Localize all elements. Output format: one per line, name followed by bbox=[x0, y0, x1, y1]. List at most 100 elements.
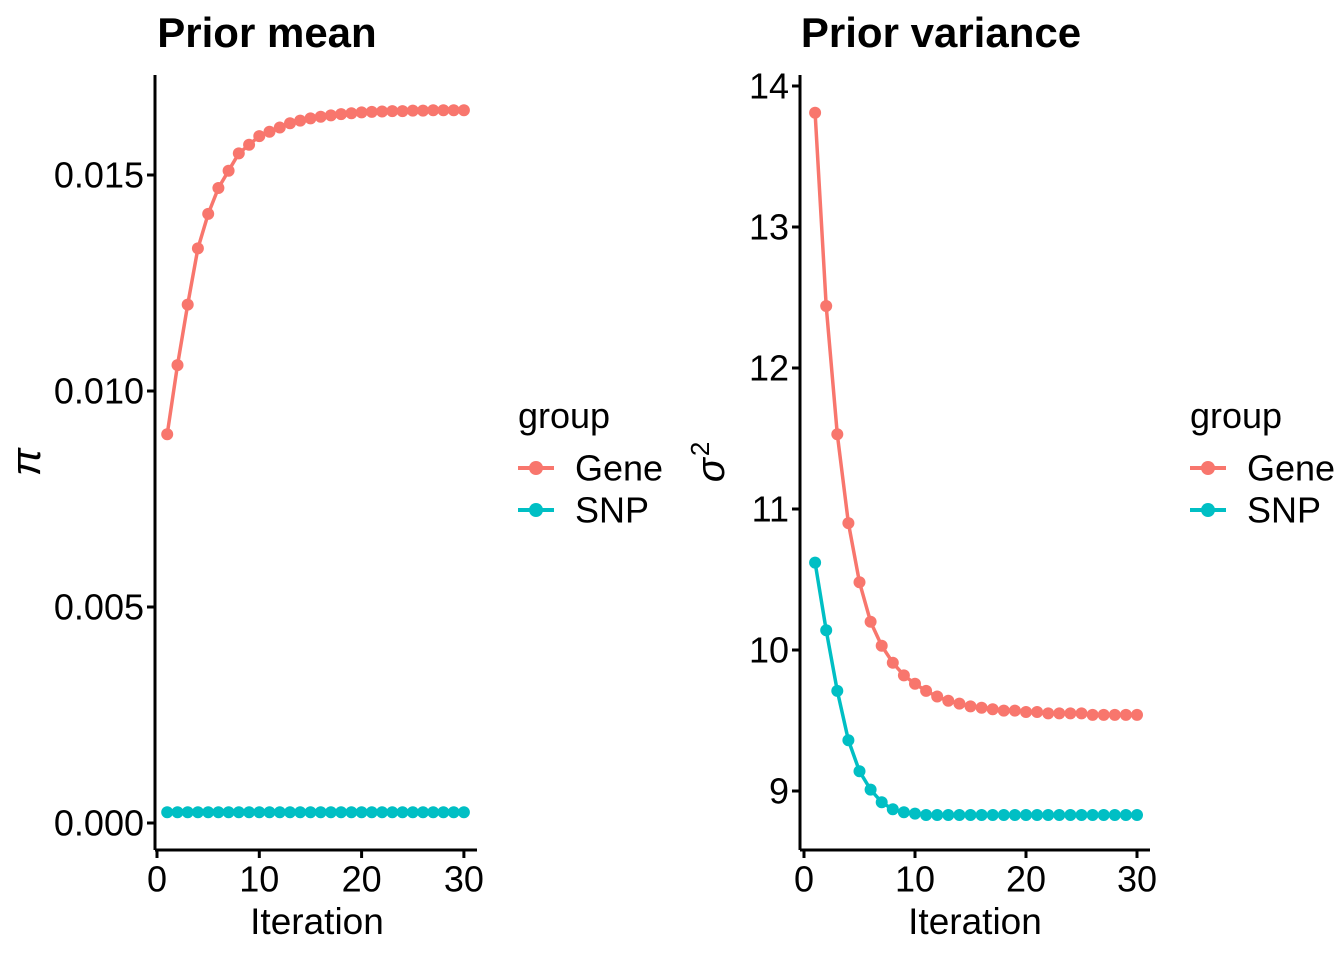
data-point-snp bbox=[376, 806, 389, 819]
data-point-gene bbox=[842, 517, 855, 530]
data-point-gene bbox=[304, 112, 317, 125]
x-tick-label: 20 bbox=[1006, 859, 1046, 900]
data-point-gene bbox=[181, 298, 194, 311]
legend-key-dot-snp bbox=[529, 503, 543, 517]
data-point-snp bbox=[1075, 809, 1088, 821]
data-point-snp bbox=[161, 806, 174, 819]
data-point-snp bbox=[931, 809, 944, 821]
legend-title: group bbox=[1190, 395, 1282, 436]
x-tick-label: 10 bbox=[239, 859, 279, 900]
data-point-snp bbox=[964, 809, 977, 821]
data-point-gene bbox=[1097, 708, 1110, 721]
data-point-gene bbox=[417, 104, 429, 117]
data-point-gene bbox=[396, 105, 409, 118]
data-point-snp bbox=[284, 806, 296, 819]
y-tick-label: 13 bbox=[749, 207, 789, 248]
data-point-snp bbox=[314, 806, 327, 819]
y-axis-title: π bbox=[2, 447, 49, 476]
data-point-gene bbox=[920, 684, 933, 697]
data-point-snp bbox=[437, 806, 450, 819]
data-point-snp bbox=[1042, 809, 1055, 821]
data-point-snp bbox=[831, 684, 844, 697]
data-point-snp bbox=[1020, 809, 1032, 821]
data-point-snp bbox=[920, 809, 933, 821]
data-point-snp bbox=[365, 806, 378, 819]
chart-title: Prior variance bbox=[801, 9, 1081, 56]
data-point-gene bbox=[853, 576, 866, 589]
data-point-snp bbox=[345, 806, 358, 819]
data-point-gene bbox=[1075, 707, 1088, 720]
data-point-snp bbox=[212, 806, 225, 819]
data-point-snp bbox=[864, 783, 877, 796]
y-tick-label: 0.005 bbox=[54, 587, 144, 628]
y-tick-label: 0.010 bbox=[54, 371, 144, 412]
data-point-snp bbox=[975, 809, 988, 821]
data-point-gene bbox=[831, 428, 844, 441]
series-line-gene bbox=[165, 108, 464, 435]
data-point-gene bbox=[997, 704, 1010, 717]
data-point-gene bbox=[335, 108, 348, 121]
x-axis-title: Iteration bbox=[908, 901, 1042, 942]
x-tick-label: 10 bbox=[895, 859, 935, 900]
chart-prior-mean: 0 10 20 30 0.000 0.005 0.010 0.015 Prior mean Ite… bbox=[2, 9, 663, 942]
data-point-snp bbox=[263, 806, 276, 819]
data-point-snp bbox=[355, 806, 368, 819]
data-point-gene bbox=[975, 701, 988, 714]
data-point-snp bbox=[886, 803, 899, 816]
data-point-gene bbox=[324, 109, 337, 122]
data-point-gene bbox=[886, 656, 899, 669]
data-point-snp bbox=[202, 806, 215, 819]
data-point-gene bbox=[942, 694, 955, 707]
data-point-snp bbox=[304, 806, 317, 819]
data-point-gene bbox=[314, 110, 327, 123]
data-point-gene bbox=[171, 359, 184, 372]
data-point-gene bbox=[864, 615, 877, 628]
data-point-gene bbox=[964, 700, 977, 713]
data-point-gene bbox=[1064, 707, 1077, 720]
y-tick-label: 0.000 bbox=[54, 803, 144, 844]
data-point-gene bbox=[1131, 708, 1143, 721]
data-point-snp bbox=[1108, 809, 1121, 821]
data-point-snp bbox=[1064, 809, 1077, 821]
data-point-gene bbox=[909, 677, 921, 690]
data-point-snp bbox=[1097, 809, 1110, 821]
chart-prior-variance: 0 10 20 30 9 10 11 12 13 14 Prior variance Iteratio… bbox=[685, 9, 1335, 942]
data-point-gene bbox=[1119, 708, 1132, 721]
data-point-gene bbox=[376, 105, 389, 118]
data-point-gene bbox=[355, 106, 368, 119]
x-tick-label: 30 bbox=[1117, 859, 1157, 900]
data-point-gene bbox=[1008, 704, 1021, 717]
data-point-snp bbox=[171, 806, 184, 819]
data-point-snp bbox=[909, 807, 921, 820]
y-tick-label: 9 bbox=[769, 771, 789, 812]
data-point-snp bbox=[181, 806, 194, 819]
data-point-gene bbox=[953, 697, 966, 710]
data-point-snp bbox=[997, 809, 1010, 821]
data-point-gene bbox=[263, 125, 276, 138]
data-point-gene bbox=[365, 105, 378, 118]
data-point-gene bbox=[222, 164, 235, 177]
y-axis-title-superscript: 2 bbox=[685, 442, 715, 456]
data-point-gene bbox=[1042, 707, 1055, 720]
data-point-snp bbox=[809, 556, 822, 569]
x-tick-label: 20 bbox=[342, 859, 382, 900]
data-point-snp bbox=[273, 806, 286, 819]
data-point-snp bbox=[222, 806, 235, 819]
x-tick-label: 0 bbox=[147, 859, 167, 900]
data-point-gene bbox=[253, 130, 266, 143]
data-point-gene bbox=[447, 104, 460, 117]
series-line-gene bbox=[813, 112, 1137, 717]
data-point-gene bbox=[284, 117, 296, 130]
data-point-snp bbox=[386, 806, 399, 819]
data-point-gene bbox=[191, 242, 204, 255]
data-point-snp bbox=[324, 806, 337, 819]
data-point-snp bbox=[191, 806, 204, 819]
data-point-gene bbox=[986, 703, 999, 716]
data-point-gene bbox=[427, 104, 440, 117]
data-point-gene bbox=[202, 207, 215, 220]
data-point-gene bbox=[1020, 706, 1032, 718]
data-point-gene bbox=[820, 300, 833, 312]
